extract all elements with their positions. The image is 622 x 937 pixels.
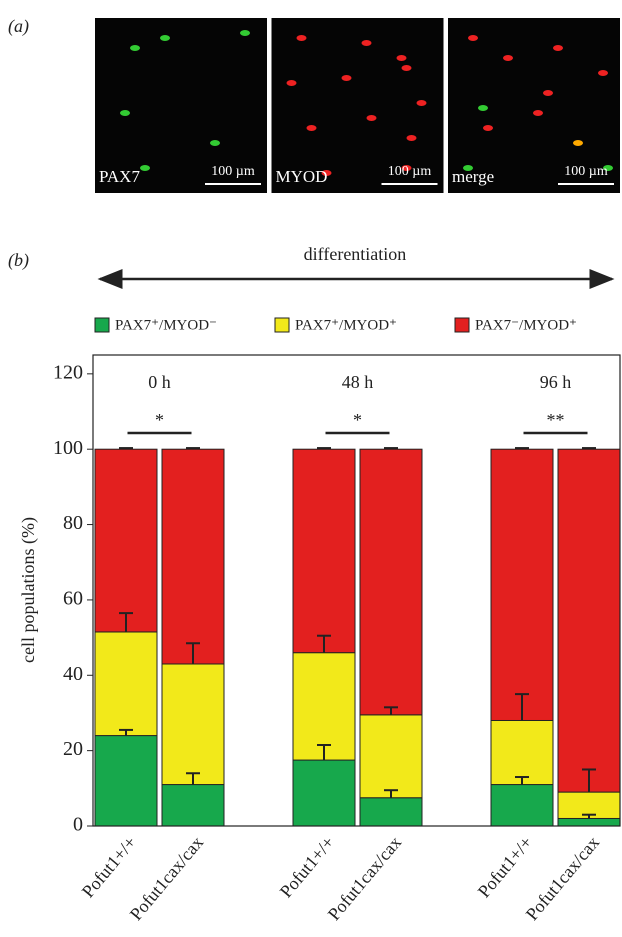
bar-segment <box>293 449 355 652</box>
legend-label: PAX7⁺/MYOD⁻ <box>115 317 217 333</box>
y-axis-label: cell populations (%) <box>18 517 39 663</box>
bar-segment <box>293 760 355 826</box>
error-bar <box>384 448 398 449</box>
bar-segment <box>95 632 157 736</box>
significance: * <box>353 410 362 430</box>
cell <box>478 105 488 111</box>
cell <box>240 30 250 36</box>
cell <box>553 45 563 51</box>
image-label: PAX7 <box>99 167 140 186</box>
group-label: 0 h <box>148 372 171 392</box>
legend-label: PAX7⁺/MYOD⁺ <box>295 317 397 333</box>
cell <box>362 40 372 46</box>
legend-label: PAX7⁻/MYOD⁺ <box>475 317 577 333</box>
legend-swatch <box>455 318 469 332</box>
bar-segment <box>360 798 422 826</box>
micrographs: PAX7 100 µm MYOD 100 µm merge 100 µm <box>95 18 620 193</box>
cell <box>342 75 352 81</box>
y-tick-label: 100 <box>53 437 83 459</box>
y-tick-label: 40 <box>63 663 83 685</box>
bar-segment <box>491 785 553 826</box>
bar-segment <box>491 720 553 784</box>
significance: * <box>155 410 164 430</box>
panel-label: (a) <box>8 16 29 37</box>
error-bar <box>317 448 331 449</box>
bar-segment <box>162 785 224 826</box>
bar-segment <box>293 653 355 760</box>
bar-segment <box>95 449 157 632</box>
y-tick-label: 0 <box>73 814 83 836</box>
error-bar <box>119 448 133 449</box>
figure: (a) PAX7100 µmMYOD100 µmmerge100 µm (b) … <box>0 0 622 937</box>
bar-segment <box>360 449 422 715</box>
image-label: merge <box>452 167 494 186</box>
legend-swatch <box>95 318 109 332</box>
cell <box>503 55 513 61</box>
cell <box>598 70 608 76</box>
image-label: MYOD <box>276 167 328 186</box>
y-tick-label: 80 <box>63 512 83 534</box>
bar-segment <box>558 449 620 792</box>
scale-label: 100 µm <box>211 164 255 179</box>
y-tick-label: 60 <box>63 588 83 610</box>
cell <box>483 125 493 131</box>
group-label: 48 h <box>342 372 374 392</box>
cell <box>417 100 427 106</box>
cell <box>160 35 170 41</box>
y-tick-label: 20 <box>63 738 83 760</box>
legend-swatch <box>275 318 289 332</box>
x-tick-label: Pofut1+/+ <box>78 832 140 901</box>
bar-segment <box>558 818 620 826</box>
bar-segment <box>360 715 422 798</box>
bar-segment <box>162 449 224 664</box>
error-bar <box>186 448 200 449</box>
cell <box>407 135 417 141</box>
cell <box>367 115 377 121</box>
cell <box>297 35 307 41</box>
bar-segment <box>95 736 157 826</box>
cell <box>210 140 220 146</box>
x-tick-label: Pofut1+/+ <box>474 832 536 901</box>
cell <box>533 110 543 116</box>
cell <box>140 165 150 171</box>
cell <box>287 80 297 86</box>
cell <box>573 140 583 146</box>
page: {"panel_a": {"label": "(a)", "images": [… <box>0 0 622 937</box>
panel-label: (b) <box>8 250 29 271</box>
cell <box>120 110 130 116</box>
error-bar <box>515 448 529 449</box>
cell <box>402 65 412 71</box>
x-tick-label: Pofut1+/+ <box>276 832 338 901</box>
y-tick-label: 120 <box>53 361 83 383</box>
bar-segment <box>162 664 224 785</box>
cell <box>397 55 407 61</box>
cell <box>468 35 478 41</box>
scale-label: 100 µm <box>564 164 608 179</box>
cell <box>307 125 317 131</box>
bar-segment <box>491 449 553 720</box>
error-bar <box>582 448 596 449</box>
cell <box>543 90 553 96</box>
group-label: 96 h <box>540 372 572 392</box>
annotation: differentiation <box>304 244 407 264</box>
scale-label: 100 µm <box>388 164 432 179</box>
significance: ** <box>547 410 565 430</box>
cell <box>130 45 140 51</box>
